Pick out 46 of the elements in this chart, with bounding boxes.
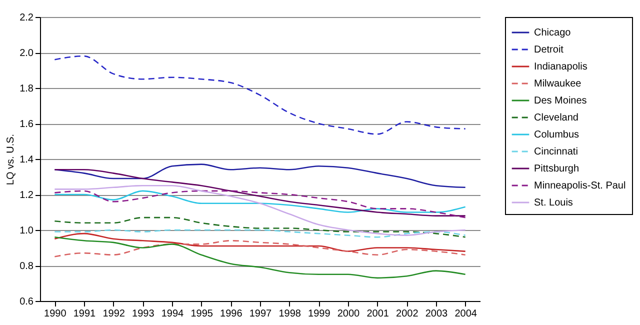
line-series xyxy=(54,236,466,279)
y-tick-label: 1.4 xyxy=(20,154,34,166)
x-tick-label: 1990 xyxy=(44,308,67,320)
y-tick-label: 1.6 xyxy=(20,119,34,130)
legend-label: Columbus xyxy=(534,130,580,140)
legend-label: Des Moines xyxy=(534,96,587,106)
line-series xyxy=(54,232,466,252)
line-series xyxy=(54,216,466,238)
x-tick-label: 2001 xyxy=(366,308,390,320)
x-tick-label: 1991 xyxy=(73,308,96,320)
legend-label: St. Louis xyxy=(534,198,573,208)
line-series xyxy=(54,184,466,236)
y-tick-label: 1.8 xyxy=(20,84,34,94)
y-axis-title: LQ vs. U.S. xyxy=(6,134,17,186)
y-tick-label: 0.8 xyxy=(20,261,34,272)
y-tick-label: 1.0 xyxy=(20,226,34,236)
line-series xyxy=(54,190,466,218)
x-tick-label: 1993 xyxy=(132,308,155,320)
x-tick-label: 1997 xyxy=(249,308,272,320)
legend-label: Pittsburgh xyxy=(534,164,580,174)
legend-label: Cincinnati xyxy=(534,146,578,158)
x-tick-label: 2004 xyxy=(454,308,478,320)
x-tick-label: 1992 xyxy=(102,308,126,320)
y-tick-label: 1.2 xyxy=(20,190,34,201)
x-tick-label: 2000 xyxy=(337,308,360,320)
x-tick-label: 1995 xyxy=(190,308,214,320)
line-series xyxy=(54,169,466,216)
legend-label: Milwaukee xyxy=(534,78,582,90)
x-tick-label: 1999 xyxy=(308,308,331,320)
y-tick-label: 0.6 xyxy=(20,296,34,308)
legend-label: Indianapolis xyxy=(534,62,588,72)
y-tick-label: 2.2 xyxy=(20,12,34,24)
x-tick-label: 1996 xyxy=(220,308,243,320)
legend-label: Detroit xyxy=(534,44,564,56)
legend-label: Minneapolis-St. Paul xyxy=(534,180,626,192)
line-series xyxy=(54,240,466,258)
x-tick-label: 1998 xyxy=(278,308,302,320)
line-series xyxy=(54,229,466,238)
legend-label: Cleveland xyxy=(534,112,578,124)
line-series xyxy=(54,190,466,213)
line-series xyxy=(54,55,466,135)
x-tick-label: 2002 xyxy=(396,308,419,320)
x-tick-label: 1994 xyxy=(161,308,184,320)
legend-label: Chicago xyxy=(534,28,572,38)
x-tick-label: 2003 xyxy=(425,308,448,320)
y-tick-label: 2.0 xyxy=(20,48,34,59)
